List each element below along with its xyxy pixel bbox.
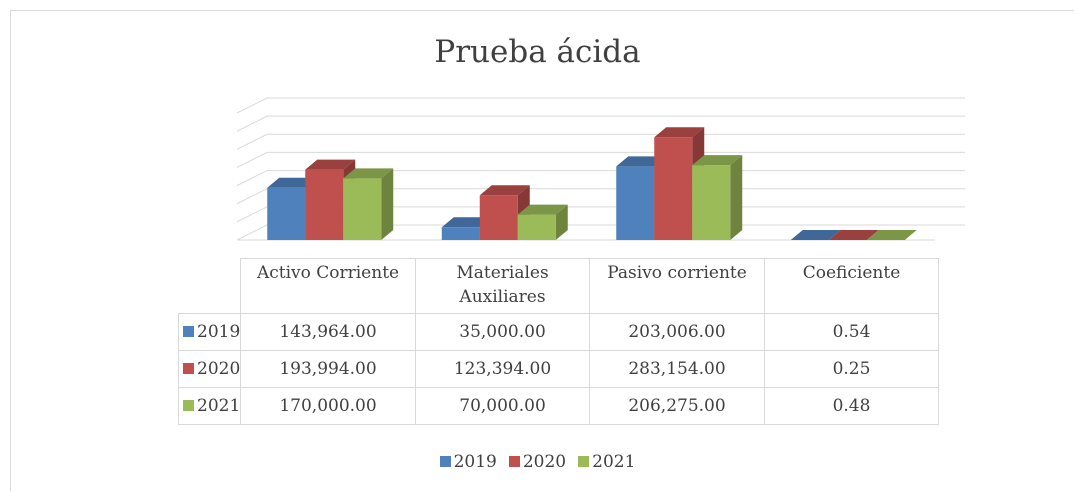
legend-key	[183, 400, 194, 411]
table-header-row: Activo Corriente Materiales Auxiliares Pas…	[178, 258, 940, 314]
table-corner	[178, 258, 242, 314]
grid-line	[236, 97, 965, 114]
table-value: 283,154.00	[589, 350, 765, 388]
category-label: Materiales Auxiliares	[414, 258, 591, 314]
legend-label: 2020	[522, 452, 567, 472]
table-value: 123,394.00	[414, 350, 591, 388]
bar-top	[616, 156, 667, 167]
bar	[616, 166, 655, 240]
bar-top	[828, 229, 879, 240]
series-name: 2020	[197, 359, 241, 379]
bar	[441, 227, 480, 240]
table-value: 0.25	[763, 350, 940, 388]
grid-line	[236, 133, 965, 150]
legend-key	[183, 363, 194, 374]
table-row: 2019 143,964.00 35,000.00 203,006.00 0.54	[177, 313, 940, 351]
legend-key	[439, 456, 451, 467]
chart-frame	[10, 10, 1074, 491]
bar-top	[866, 229, 917, 240]
bar-side	[904, 229, 917, 240]
bar-top	[479, 185, 530, 196]
legend-item: 2020	[508, 452, 567, 472]
row-label: 2020	[177, 350, 242, 388]
bar-top	[517, 204, 568, 215]
bar-top	[790, 229, 841, 240]
bar	[343, 178, 382, 240]
legend-item: 2019	[439, 452, 497, 472]
bar	[305, 169, 344, 240]
table-value: 203,006.00	[589, 313, 765, 351]
bar	[654, 137, 693, 240]
bar-side	[381, 168, 394, 240]
bar-side	[555, 204, 568, 240]
table-value: 70,000.00	[414, 387, 591, 425]
table-row: 2021 170,000.00 70,000.00 206,275.00 0.48	[177, 387, 940, 425]
grid-line	[236, 151, 965, 168]
table-value: 193,994.00	[240, 350, 416, 388]
legend-label: 2021	[592, 452, 636, 472]
legend-item: 2021	[578, 452, 635, 472]
chart-title: Prueba ácida	[434, 34, 641, 70]
legend-key	[508, 456, 520, 467]
row-label: 2019	[177, 313, 242, 351]
bar	[517, 214, 556, 240]
category-label: Activo Corriente	[240, 258, 416, 314]
bar	[479, 195, 518, 240]
table-value: 143,964.00	[240, 313, 416, 351]
bar-top	[654, 127, 705, 138]
series-name: 2019	[197, 322, 241, 342]
category-label: Coeficiente	[763, 258, 940, 314]
bar-top	[441, 217, 492, 228]
legend-key	[183, 326, 194, 337]
table-value: 0.48	[763, 387, 940, 425]
legend-key	[578, 456, 590, 467]
category-label: Pasivo corriente	[589, 258, 765, 314]
table-value: 206,275.00	[589, 387, 765, 425]
grid-line	[236, 115, 965, 132]
legend: 2019 2020 2021	[0, 452, 1075, 472]
table-value: 0.54	[763, 313, 940, 351]
bar-top	[267, 177, 318, 188]
table-row: 2020 193,994.00 123,394.00 283,154.00 0.25	[177, 350, 940, 388]
bar-top	[692, 155, 743, 166]
row-label: 2021	[177, 387, 242, 425]
data-table: Activo Corriente Materiales Auxiliares Pas…	[177, 258, 940, 425]
bar	[692, 165, 731, 240]
series-name: 2021	[197, 396, 241, 416]
bar-top	[343, 168, 394, 179]
bar	[267, 187, 306, 240]
bar-side	[730, 155, 743, 240]
legend-label: 2019	[453, 452, 497, 472]
table-value: 35,000.00	[414, 313, 591, 351]
table-value: 170,000.00	[240, 387, 416, 425]
bar-top	[305, 159, 356, 170]
